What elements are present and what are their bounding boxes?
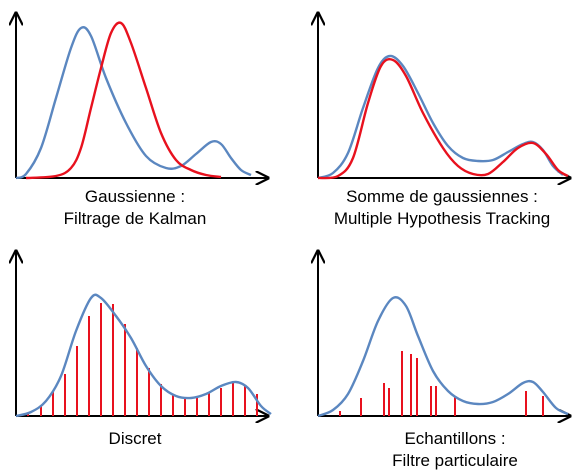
approximation-curve [25, 21, 222, 180]
mixture-plot [312, 10, 574, 182]
particles-caption-line-1: Echantillons : [404, 429, 506, 448]
true-density-curve [317, 296, 569, 418]
mixture-caption-line-1: Somme de gaussiennes : [346, 187, 538, 206]
particles-caption: Echantillons : Filtre particulaire [370, 428, 540, 472]
true-density-curve [317, 54, 564, 180]
approximation-curve [317, 58, 569, 180]
true-density-curve [15, 26, 252, 180]
particles-plot [312, 248, 574, 420]
gaussian-caption: Gaussienne : Filtrage de Kalman [45, 186, 225, 230]
discrete-caption: Discret [75, 428, 195, 450]
true-density-curve [15, 293, 272, 418]
mixture-caption-line-2: Multiple Hypothesis Tracking [333, 209, 551, 228]
gaussian-caption-line-1: Gaussienne : [84, 187, 186, 206]
mixture-caption: Somme de gaussiennes : Multiple Hypothes… [305, 186, 579, 230]
gaussian-caption-line-2: Filtrage de Kalman [63, 209, 207, 228]
discrete-caption-line-1: Discret [108, 429, 162, 448]
gaussian-plot [10, 10, 272, 182]
particles-caption-line-2: Filtre particulaire [392, 451, 518, 470]
discrete-plot [10, 248, 272, 420]
